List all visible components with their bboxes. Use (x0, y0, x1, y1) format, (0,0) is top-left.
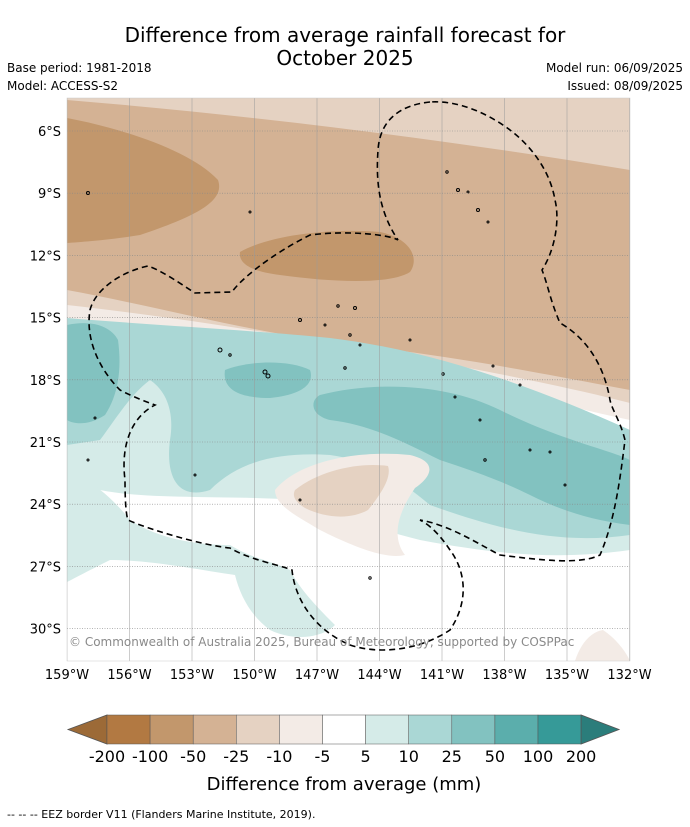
field-plus25-west (67, 323, 120, 424)
latitude-labels: 6°S 9°S 12°S 15°S 18°S 21°S 24°S 27°S 30°S (30, 125, 61, 638)
colorbar-swatch (322, 714, 366, 745)
lon-label: 159°W (45, 668, 89, 683)
lat-label: 12°S (30, 249, 61, 264)
lat-label: 24°S (30, 498, 61, 513)
field-minus5-southeast (575, 630, 630, 661)
colorbar-label: -10 (266, 747, 292, 766)
title-line-2: October 2025 (276, 46, 414, 70)
lat-label: 9°S (38, 187, 61, 202)
colorbar-label: 200 (566, 747, 597, 766)
lat-label: 27°S (30, 560, 61, 575)
field-minus50-west (67, 118, 220, 243)
colorbar-label: -25 (223, 747, 249, 766)
eez-french-polynesia (88, 101, 626, 651)
base-period: Base period: 1981-2018 (7, 61, 152, 75)
colorbar-label: -5 (315, 747, 331, 766)
lat-label: 6°S (38, 125, 61, 140)
model-run: Model run: 06/09/2025 (545, 61, 683, 75)
issued-date: Issued: 08/09/2025 (567, 79, 683, 93)
lat-label: 30°S (30, 623, 61, 638)
lon-label: 147°W (295, 668, 339, 683)
map-title: Difference from average rainfall forecas… (0, 24, 690, 70)
field-plus25-east (313, 386, 630, 525)
lat-label: 21°S (30, 436, 61, 451)
lon-label: 153°W (170, 668, 214, 683)
colorbar-arrow-right (580, 714, 621, 745)
field-minus50-center (239, 230, 414, 281)
field-plus10 (67, 318, 630, 539)
lon-label: 156°W (107, 668, 151, 683)
eez-legend: -- -- -- EEZ border V11 (Flanders Marine… (7, 808, 316, 821)
lon-label: 138°W (482, 668, 526, 683)
meta-right: Model run: 06/09/2025 Issued: 08/09/2025 (546, 59, 683, 95)
colorbar-label: 10 (399, 747, 419, 766)
colorbar-swatch (279, 714, 323, 745)
colorbar-label: 100 (523, 747, 554, 766)
map-frame (66, 97, 631, 662)
field-plus5-southwest (67, 470, 335, 637)
eez-borders (88, 101, 626, 651)
colorbar-label: 25 (442, 747, 462, 766)
colorbar-swatch (451, 714, 496, 745)
map-fields: © Commonwealth of Australia 2025, Bureau… (67, 98, 630, 661)
lon-label: 150°W (232, 668, 276, 683)
colorbar-label: -200 (89, 747, 125, 766)
islands (86, 170, 567, 580)
colorbar-swatch (149, 714, 194, 745)
copyright-text: © Commonwealth of Australia 2025, Bureau… (69, 635, 574, 649)
lon-label: 132°W (607, 668, 651, 683)
lat-label: 15°S (30, 312, 61, 327)
field-plus25-center (224, 362, 311, 398)
colorbar-swatch (236, 714, 280, 745)
colorbar-swatch (537, 714, 582, 745)
lon-label: 141°W (420, 668, 464, 683)
meta-left: Base period: 1981-2018 Model: ACCESS-S2 (7, 59, 152, 95)
colorbar-label: -50 (180, 747, 206, 766)
colorbar-label: 50 (485, 747, 505, 766)
colorbar: -200 -100 -50 -25 -10 -5 5 10 25 50 100 200 (66, 714, 621, 766)
field-minus10-south (293, 465, 389, 517)
colorbar-title: Difference from average (mm) (207, 774, 482, 795)
colorbar-swatch (408, 714, 453, 745)
title-line-1: Difference from average rainfall forecas… (124, 23, 566, 47)
longitude-labels: 159°W 156°W 153°W 150°W 147°W 144°W 141°W 138°W… (45, 668, 652, 683)
lon-label: 135°W (545, 668, 589, 683)
colorbar-arrow-left (66, 714, 108, 745)
gridlines (67, 98, 630, 661)
colorbar-swatch (365, 714, 409, 745)
colorbar-label: 5 (361, 747, 371, 766)
colorbar-swatch (494, 714, 539, 745)
colorbar-swatch (106, 714, 151, 745)
lon-label: 144°W (357, 668, 401, 683)
colorbar-swatch (192, 714, 237, 745)
lat-label: 18°S (30, 374, 61, 389)
colorbar-label: -100 (132, 747, 168, 766)
model-name: Model: ACCESS-S2 (7, 79, 119, 93)
